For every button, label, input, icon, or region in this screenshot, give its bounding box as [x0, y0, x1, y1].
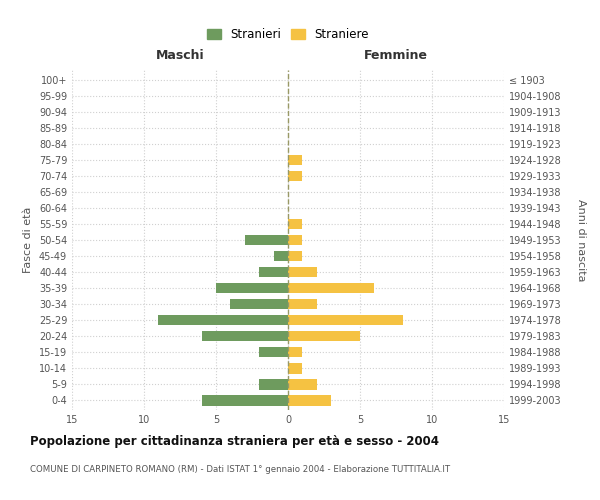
Bar: [216, 283, 288, 294]
Bar: [288, 315, 403, 326]
Y-axis label: Anni di nascita: Anni di nascita: [575, 198, 586, 281]
Bar: [288, 347, 302, 358]
Bar: [288, 251, 302, 261]
Text: Maschi: Maschi: [155, 49, 205, 62]
Bar: [288, 218, 302, 229]
Bar: [274, 251, 288, 261]
Legend: Stranieri, Straniere: Stranieri, Straniere: [203, 25, 373, 45]
Bar: [202, 395, 288, 406]
Bar: [230, 299, 288, 310]
Bar: [288, 395, 331, 406]
Bar: [259, 267, 288, 278]
Bar: [288, 363, 302, 374]
Bar: [288, 331, 360, 342]
Bar: [288, 154, 302, 165]
Bar: [288, 283, 374, 294]
Text: Popolazione per cittadinanza straniera per età e sesso - 2004: Popolazione per cittadinanza straniera p…: [30, 435, 439, 448]
Bar: [288, 267, 317, 278]
Text: Femmine: Femmine: [364, 49, 428, 62]
Text: COMUNE DI CARPINETO ROMANO (RM) - Dati ISTAT 1° gennaio 2004 - Elaborazione TUTT: COMUNE DI CARPINETO ROMANO (RM) - Dati I…: [30, 465, 450, 474]
Bar: [158, 315, 288, 326]
Bar: [259, 347, 288, 358]
Bar: [288, 235, 302, 245]
Bar: [288, 170, 302, 181]
Bar: [259, 379, 288, 390]
Bar: [202, 331, 288, 342]
Bar: [288, 299, 317, 310]
Bar: [288, 379, 317, 390]
Bar: [245, 235, 288, 245]
Y-axis label: Fasce di età: Fasce di età: [23, 207, 33, 273]
